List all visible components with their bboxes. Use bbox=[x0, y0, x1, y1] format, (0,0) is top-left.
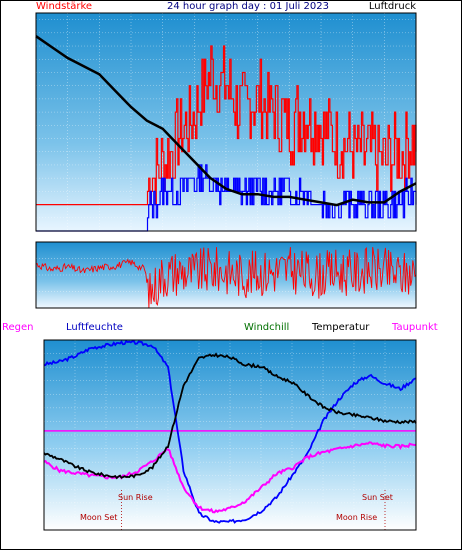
panel2-frame bbox=[35, 241, 417, 309]
moon-set-label: Moon Set bbox=[80, 513, 117, 522]
moon-rise-label: Moon Rise bbox=[336, 513, 377, 522]
humidity-series bbox=[43, 340, 417, 524]
wind-direction-series bbox=[35, 246, 417, 309]
legend-windchill: Windchill bbox=[244, 322, 289, 333]
legend-luftfeuchte: Luftfeuchte bbox=[66, 322, 123, 333]
temperature-series bbox=[43, 352, 417, 480]
panel3-frame bbox=[43, 339, 417, 531]
sun-rise-label: Sun Rise bbox=[118, 493, 153, 502]
left-axis-title: Windstärke bbox=[36, 1, 92, 12]
legend-temperatur: Temperatur bbox=[311, 322, 370, 333]
legend-taupunkt: Taupunkt bbox=[391, 322, 438, 333]
wind-gust-series bbox=[36, 45, 417, 206]
chart-title: 24 hour graph day : 01 Juli 2023 bbox=[167, 1, 329, 12]
dewpoint-series bbox=[43, 441, 417, 514]
panel1-frame bbox=[35, 12, 417, 232]
pressure-series bbox=[35, 35, 417, 207]
legend-regen: Regen bbox=[2, 322, 34, 333]
right-axis-title: Luftdruck bbox=[369, 1, 416, 12]
sun-set-label: Sun Set bbox=[362, 493, 393, 502]
